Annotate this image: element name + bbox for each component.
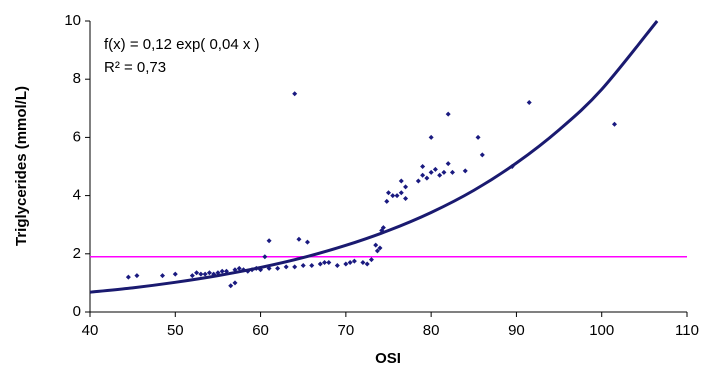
x-axis-title: OSI xyxy=(375,350,401,367)
point xyxy=(309,262,315,268)
point xyxy=(275,265,281,271)
point xyxy=(374,248,380,254)
y-tick-label: 10 xyxy=(64,12,81,29)
point xyxy=(437,172,443,178)
point xyxy=(445,161,451,167)
x-tick-label: 60 xyxy=(252,322,269,339)
point xyxy=(428,134,434,140)
point xyxy=(236,265,242,271)
y-tick-label: 2 xyxy=(73,245,81,262)
point xyxy=(351,258,357,264)
point xyxy=(424,175,430,181)
x-tick-label: 70 xyxy=(338,322,355,339)
y-tick-label: 4 xyxy=(73,187,81,204)
point xyxy=(159,273,165,279)
point xyxy=(304,239,310,245)
point xyxy=(300,262,306,268)
point xyxy=(380,225,386,231)
point xyxy=(134,273,140,279)
point xyxy=(283,264,289,270)
point xyxy=(292,91,298,97)
point xyxy=(322,260,328,266)
point xyxy=(390,193,396,199)
point xyxy=(172,271,178,277)
x-tick-label: 80 xyxy=(423,322,440,339)
x-tick-label: 100 xyxy=(589,322,614,339)
x-tick-label: 40 xyxy=(82,322,99,339)
point xyxy=(189,273,195,279)
y-tick-label: 6 xyxy=(73,128,81,145)
point xyxy=(360,260,366,266)
point xyxy=(232,280,238,286)
point xyxy=(334,262,340,268)
point xyxy=(368,257,374,263)
annotation: R² = 0,73 xyxy=(104,59,166,76)
point xyxy=(373,242,379,248)
point xyxy=(317,261,323,267)
point xyxy=(445,111,451,117)
point xyxy=(198,271,204,277)
point xyxy=(403,196,409,202)
point xyxy=(612,121,618,127)
point xyxy=(228,283,234,289)
point xyxy=(384,198,390,204)
point xyxy=(347,260,353,266)
point xyxy=(420,164,426,169)
point xyxy=(377,245,383,251)
point xyxy=(432,166,438,172)
point xyxy=(202,271,208,277)
point xyxy=(398,178,404,184)
point xyxy=(194,270,200,276)
y-tick-label: 8 xyxy=(73,70,81,87)
point xyxy=(326,260,332,266)
point xyxy=(526,99,532,105)
point xyxy=(125,274,131,280)
point xyxy=(296,236,302,242)
point xyxy=(364,261,370,267)
point xyxy=(462,168,468,174)
x-tick-label: 90 xyxy=(508,322,525,339)
point xyxy=(219,268,225,274)
point xyxy=(420,172,426,178)
point xyxy=(386,190,391,196)
y-axis-title: Triglycerides (mmol/L) xyxy=(13,86,30,246)
point xyxy=(266,238,272,244)
x-tick-label: 50 xyxy=(167,322,184,339)
x-tick-label: 110 xyxy=(675,322,699,339)
point xyxy=(403,184,409,190)
point xyxy=(398,190,404,196)
point xyxy=(262,254,268,260)
point xyxy=(428,169,434,175)
point xyxy=(449,169,455,175)
point xyxy=(479,152,485,158)
point xyxy=(475,134,481,140)
point xyxy=(441,169,447,175)
annotation: f(x) = 0,12 exp( 0,04 x ) xyxy=(104,36,260,53)
point xyxy=(343,261,349,267)
point xyxy=(415,178,421,184)
point xyxy=(394,193,400,199)
trend-line xyxy=(89,20,659,294)
y-tick-label: 0 xyxy=(73,303,81,320)
point xyxy=(292,264,298,270)
point xyxy=(206,270,212,276)
